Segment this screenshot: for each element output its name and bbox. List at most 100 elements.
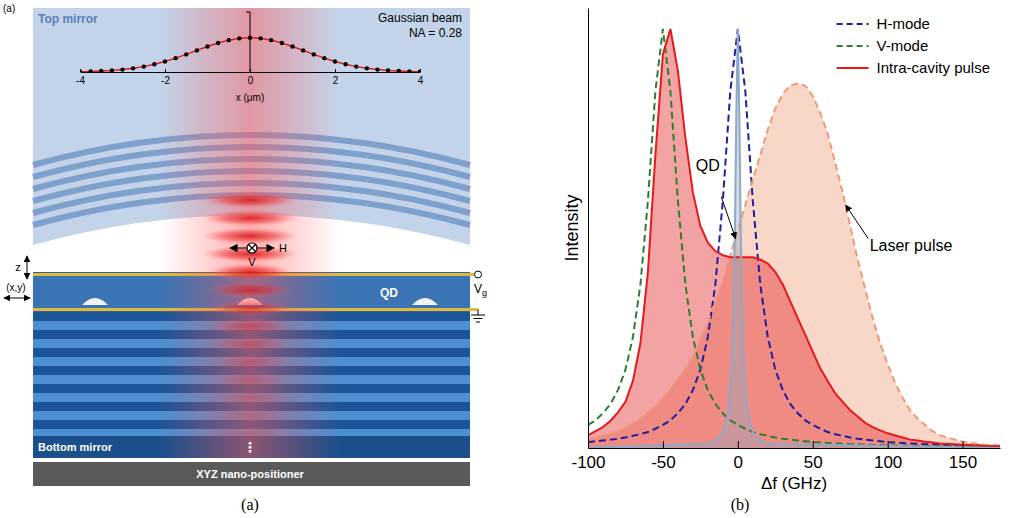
data-point xyxy=(142,64,146,68)
tick: 0 xyxy=(248,69,254,86)
y-axis xyxy=(588,9,589,449)
x-axis: -100 -50 0 50 100 150 xyxy=(571,441,1000,472)
polarization-label: V xyxy=(248,256,256,268)
axis-title: Intensity xyxy=(562,194,582,261)
xy-arrow xyxy=(4,298,30,299)
plot-marks xyxy=(588,29,1000,448)
data-point xyxy=(322,56,326,60)
tick: 50 xyxy=(804,441,823,472)
series-line xyxy=(588,29,1000,446)
data-point xyxy=(365,66,369,70)
gate-label: Vg xyxy=(474,282,487,298)
tick: -50 xyxy=(651,441,676,472)
data-point xyxy=(195,48,199,52)
data-point xyxy=(227,38,231,42)
area-fill xyxy=(588,29,1000,448)
tick-mark xyxy=(80,69,81,72)
figure: XYZ nano-positionerTop mirrorBottom mirr… xyxy=(0,0,1010,518)
tick: -4 xyxy=(76,69,85,86)
more-layers: ⋮ xyxy=(243,439,257,455)
data-point xyxy=(290,44,294,48)
data-point xyxy=(216,41,220,45)
data-point xyxy=(333,59,337,63)
caption: (b) xyxy=(731,496,750,514)
tick-mark xyxy=(420,69,421,72)
legend-label: H-mode xyxy=(877,15,930,32)
data-point xyxy=(163,59,167,63)
legend-swatch xyxy=(837,23,869,25)
data-point xyxy=(258,36,262,40)
tick-label: -2 xyxy=(161,75,170,86)
tick: 100 xyxy=(874,441,902,472)
tick-label: 50 xyxy=(804,453,823,472)
tick-label: 150 xyxy=(949,453,977,472)
tick-mark xyxy=(738,441,739,448)
legend-swatch xyxy=(837,67,869,69)
legend-entry: Intra-cavity pulse xyxy=(837,59,990,76)
data-point xyxy=(237,36,241,40)
legend-swatch xyxy=(837,45,869,47)
tick-label: -50 xyxy=(651,453,676,472)
bottom-mirror-label: Bottom mirror xyxy=(38,441,113,453)
tick-mark xyxy=(813,441,814,448)
annotation-arrow xyxy=(721,197,735,239)
legend-label: V-mode xyxy=(877,37,929,54)
z-arrow xyxy=(27,256,28,279)
caption: (a) xyxy=(241,496,259,514)
area-outline xyxy=(588,29,1000,446)
legend-label: Intra-cavity pulse xyxy=(877,59,990,76)
positioner-label: XYZ nano-positioner xyxy=(196,468,304,480)
tick: 0 xyxy=(734,441,743,472)
axis-line xyxy=(246,12,250,72)
data-point xyxy=(280,41,284,45)
mirror-base xyxy=(33,436,470,458)
polarization-out xyxy=(247,243,257,253)
axis-title: x (μm) xyxy=(236,92,265,103)
data-point xyxy=(407,69,411,72)
ground-symbol xyxy=(471,310,485,323)
tick-label: -4 xyxy=(76,75,85,86)
data-point xyxy=(88,69,92,72)
panel-b: -100-50050100150Δf (GHz)IntensityQDLaser… xyxy=(562,9,1001,494)
inset-chart: -4-2024x (μm)Gaussian beamNA = 0.28 xyxy=(76,11,462,103)
axis-line xyxy=(588,9,589,449)
tick-label: 4 xyxy=(418,75,424,86)
polarization-out xyxy=(249,245,256,252)
tick-mark xyxy=(888,441,889,448)
field-antinode xyxy=(208,408,292,424)
tick-label: 2 xyxy=(333,75,339,86)
annotation: QD xyxy=(696,157,720,174)
data-point xyxy=(152,62,156,66)
tick-mark xyxy=(963,441,964,448)
field-antinode xyxy=(202,192,298,208)
data-point xyxy=(418,69,420,72)
field-antinode xyxy=(208,354,292,370)
tick-label: 0 xyxy=(734,453,743,472)
tick-label: -100 xyxy=(571,453,605,472)
data-point xyxy=(205,44,209,48)
quantum-dot xyxy=(412,298,438,305)
qd-label: QD xyxy=(380,286,398,300)
data-point xyxy=(173,56,177,60)
axis-line xyxy=(81,72,421,73)
axis-line xyxy=(589,448,1001,449)
panel-a: XYZ nano-positionerTop mirrorBottom mirr… xyxy=(4,8,487,486)
gate-symbol: V xyxy=(474,282,482,296)
tick: 2 xyxy=(333,69,339,86)
series-line xyxy=(588,29,1000,447)
nano-positioner xyxy=(33,462,470,486)
data-point xyxy=(110,68,114,72)
panel-letter: (a) xyxy=(3,3,15,14)
field-antinode xyxy=(208,390,292,406)
field-antinode xyxy=(208,372,292,388)
gate-subscript: g xyxy=(482,288,487,298)
data-point xyxy=(184,52,188,56)
xy-label: (x,y) xyxy=(6,282,25,293)
laser-beam xyxy=(160,8,340,458)
tick-mark xyxy=(335,69,336,72)
area-fill xyxy=(588,29,1000,448)
data-point xyxy=(131,66,135,70)
data-point xyxy=(312,52,316,56)
axis-title: Δf (GHz) xyxy=(761,474,827,493)
legend: H-mode V-mode Intra-cavity pulse xyxy=(837,15,990,76)
